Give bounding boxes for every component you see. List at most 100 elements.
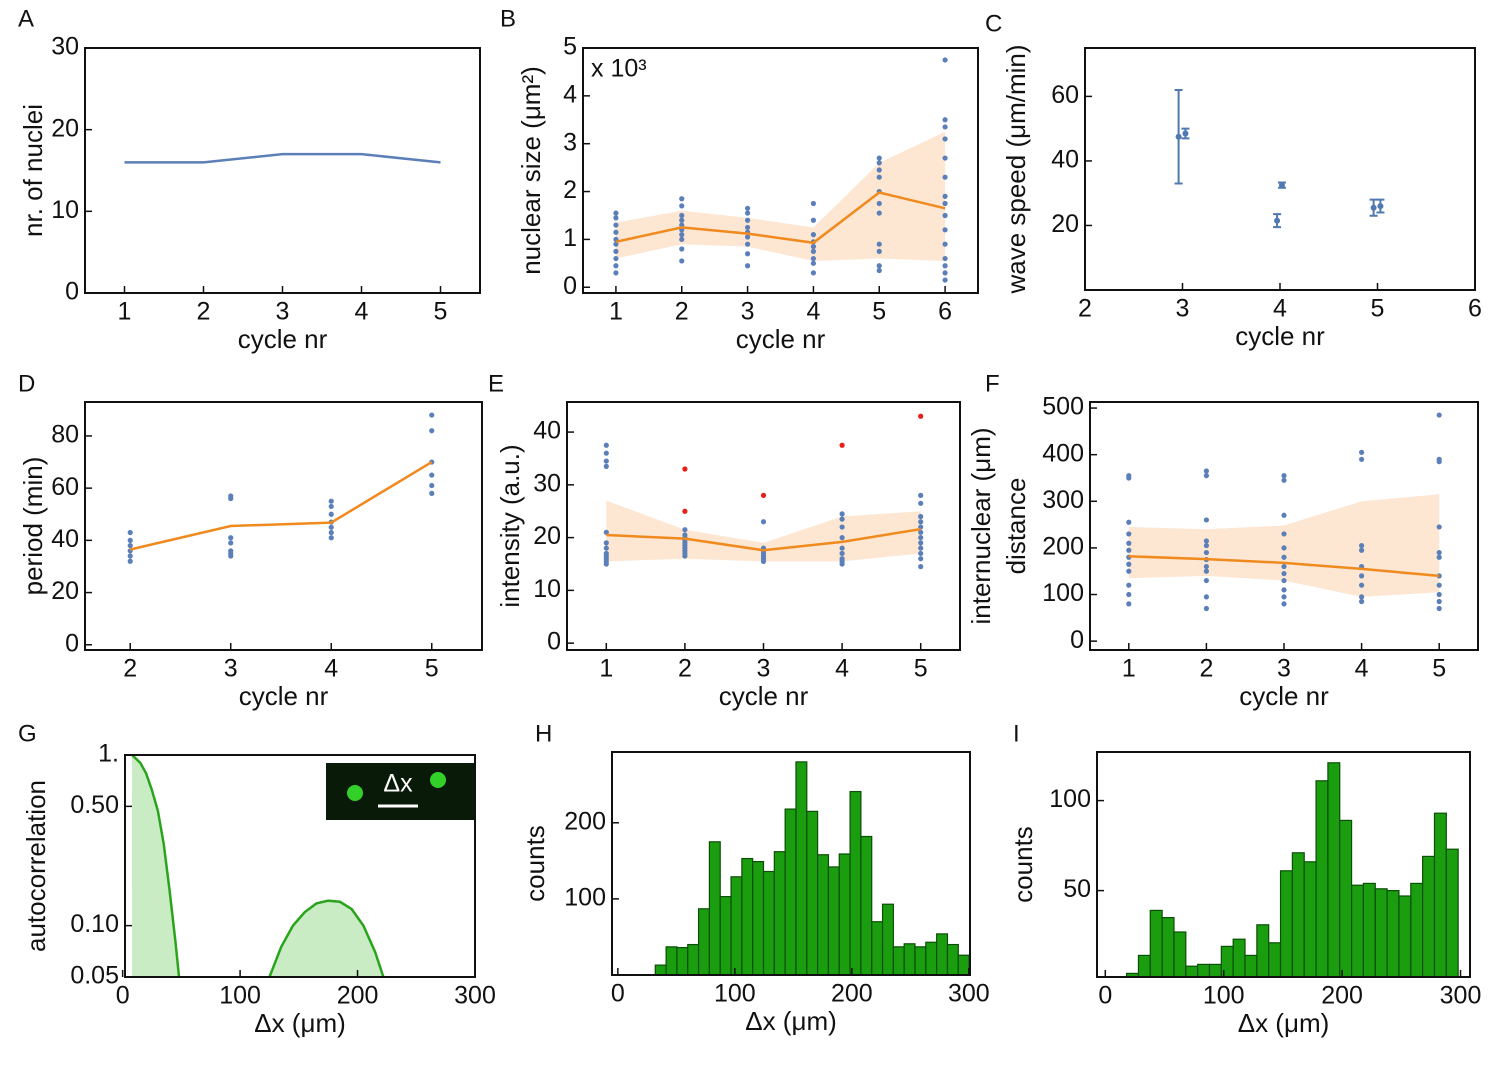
- point: [839, 535, 845, 541]
- point: [1126, 531, 1132, 537]
- panel-label: E: [488, 370, 504, 397]
- point: [942, 270, 948, 276]
- point: [918, 545, 924, 551]
- point: [679, 203, 685, 209]
- y-axis-label: counts: [1008, 826, 1038, 903]
- point: [1203, 517, 1209, 523]
- point: [942, 155, 948, 161]
- point: [1436, 582, 1442, 588]
- y-tick-label: 80: [51, 421, 79, 449]
- point: [1281, 577, 1287, 584]
- y-tick-label: 40: [51, 525, 79, 553]
- point: [839, 561, 845, 567]
- y-tick-label: 1: [563, 224, 577, 252]
- point: [1203, 549, 1209, 556]
- point: [1203, 577, 1209, 584]
- point: [1182, 130, 1189, 137]
- point: [744, 217, 751, 223]
- point: [1436, 605, 1442, 612]
- panel-label: I: [1013, 720, 1020, 747]
- bar: [676, 947, 689, 975]
- plot-area: [1126, 412, 1442, 612]
- point: [328, 498, 334, 504]
- y-tick-label: 4: [563, 80, 577, 108]
- point: [1359, 598, 1365, 605]
- point: [1281, 473, 1287, 479]
- point: [1281, 570, 1287, 577]
- x-tick-label: 200: [1321, 982, 1363, 1010]
- point: [1203, 473, 1209, 479]
- point: [127, 558, 133, 564]
- x-tick-label: 1: [1122, 655, 1136, 683]
- point: [918, 413, 924, 419]
- point: [942, 117, 948, 123]
- point: [810, 248, 817, 254]
- point: [1436, 549, 1442, 556]
- point: [760, 519, 767, 525]
- point: [1436, 598, 1442, 605]
- point: [1359, 547, 1365, 553]
- bar: [1291, 852, 1305, 977]
- plot-area: [654, 761, 970, 975]
- y-tick-label: 3: [563, 128, 577, 156]
- point: [613, 210, 619, 216]
- y-tick-label: 0: [65, 278, 79, 306]
- x-tick-label: 3: [224, 655, 238, 683]
- point: [603, 442, 609, 448]
- x-tick-label: 0: [1098, 982, 1112, 1010]
- point: [918, 556, 924, 562]
- y-tick-label: 200: [1042, 533, 1084, 561]
- point: [918, 492, 924, 498]
- bar: [1149, 909, 1163, 977]
- plot-frame: [124, 754, 476, 978]
- bar: [719, 896, 732, 975]
- bar: [1410, 882, 1424, 977]
- x-tick-label: 1: [609, 298, 623, 326]
- x-tick-label: 0: [116, 982, 130, 1010]
- point: [1126, 519, 1132, 525]
- y-tick-label: 60: [1051, 81, 1079, 109]
- x-tick-label: 5: [425, 655, 439, 683]
- x-axis-label: Δx (μm): [745, 1006, 837, 1036]
- x-tick-label: 100: [1203, 982, 1245, 1010]
- y-tick-label: 40: [1051, 146, 1079, 174]
- point: [744, 241, 751, 247]
- bar: [871, 921, 884, 975]
- bar: [1374, 888, 1388, 977]
- point: [918, 564, 924, 570]
- point: [942, 193, 948, 199]
- point: [942, 57, 948, 63]
- area-line: [131, 755, 181, 977]
- x-tick-label: 300: [948, 980, 990, 1008]
- x-tick-label: 4: [835, 655, 849, 683]
- plot-area: [613, 57, 948, 283]
- point: [942, 277, 948, 283]
- x-axis-label: Δx (μm): [254, 1008, 346, 1038]
- point: [228, 540, 234, 546]
- point: [613, 229, 619, 235]
- bar: [936, 933, 949, 975]
- point: [1203, 605, 1209, 612]
- x-axis-label: cycle nr: [1239, 681, 1329, 711]
- y-tick-label: 100: [1049, 785, 1091, 813]
- plot-area: [1126, 762, 1459, 977]
- bar: [697, 908, 710, 975]
- y-tick-label: 20: [51, 114, 79, 142]
- point: [1359, 573, 1365, 579]
- point: [679, 196, 685, 202]
- line: [606, 527, 921, 552]
- x-tick-label: 3: [1277, 655, 1291, 683]
- x-tick-label: 2: [1199, 655, 1213, 683]
- point: [876, 248, 882, 254]
- point: [942, 227, 948, 233]
- point: [1359, 594, 1365, 600]
- point: [942, 200, 948, 207]
- point: [228, 535, 234, 541]
- x-tick-label: 3: [757, 655, 771, 683]
- bar: [1232, 938, 1246, 977]
- point: [1278, 182, 1285, 189]
- x-tick-label: 0: [611, 980, 625, 1008]
- x-tick-label: 6: [938, 298, 952, 326]
- y-tick-label: 30: [533, 469, 561, 497]
- point: [918, 535, 924, 541]
